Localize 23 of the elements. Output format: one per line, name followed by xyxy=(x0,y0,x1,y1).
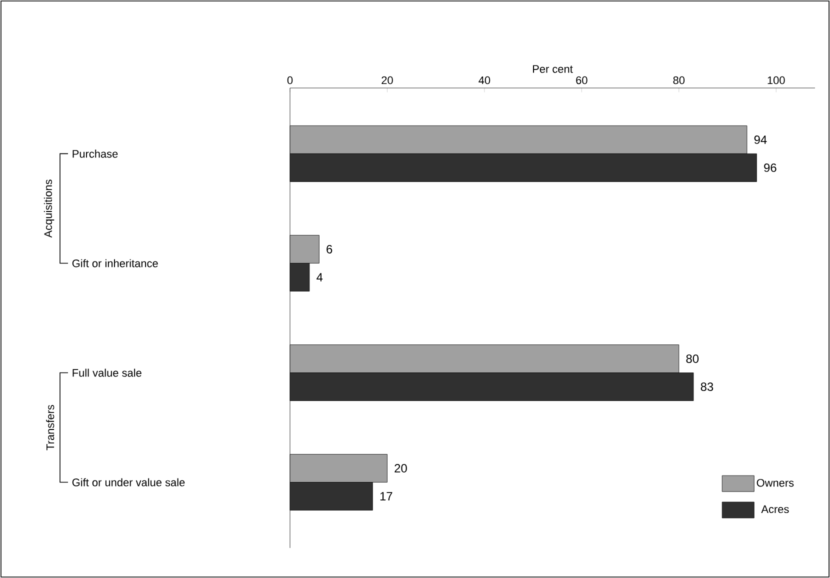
x-tick-label: 60 xyxy=(576,76,588,84)
x-tick-label: 100 xyxy=(768,76,785,84)
x-axis-title: Per cent xyxy=(533,65,573,73)
x-tick-label: 0 xyxy=(287,76,293,84)
x-tick-label: 40 xyxy=(478,76,490,84)
text: Acquisitions xyxy=(44,180,54,238)
text: Transfers xyxy=(46,404,54,450)
data-label: 83 xyxy=(700,382,714,391)
data-label: 96 xyxy=(764,163,776,172)
data-label: 80 xyxy=(686,354,699,363)
data-label: 17 xyxy=(380,492,392,500)
data-label: 94 xyxy=(754,135,767,144)
data-label: 20 xyxy=(394,464,407,472)
y-tick-label: Full value sale xyxy=(72,368,142,377)
data-label: 6 xyxy=(326,244,332,254)
data-label: 4 xyxy=(316,273,323,282)
y-tick-label: Purchase xyxy=(72,150,118,158)
x-tick-label: 20 xyxy=(382,76,393,84)
legend-label: Owners xyxy=(756,478,794,487)
y-tick-label: Gift or inheritance xyxy=(72,259,158,268)
legend-label: Acres xyxy=(761,505,789,514)
x-tick-label: 80 xyxy=(673,76,685,84)
y-tick-label: Gift or under value sale xyxy=(72,478,185,486)
